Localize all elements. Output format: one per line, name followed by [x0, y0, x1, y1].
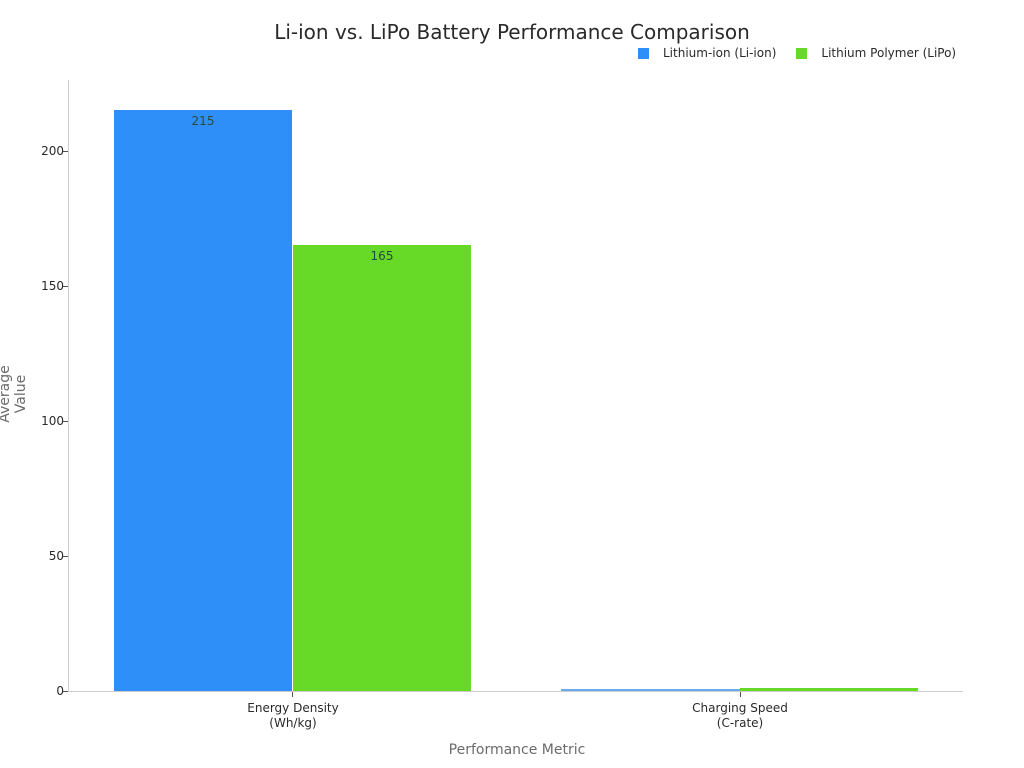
bar-lipo-energy-density[interactable] — [293, 245, 471, 691]
x-tick-label-line1: Charging Speed — [692, 701, 788, 715]
y-tick-mark — [63, 151, 68, 152]
y-tick-mark — [63, 421, 68, 422]
y-tick-mark — [63, 691, 68, 692]
legend: Lithium-ion (Li-ion) Lithium Polymer (Li… — [638, 46, 976, 60]
bar-value-label: 215 — [191, 114, 215, 128]
x-tick-label-line2: (C-rate) — [716, 716, 764, 730]
x-axis-line — [68, 691, 963, 692]
y-tick-mark — [63, 556, 68, 557]
legend-swatch-lipo — [796, 47, 808, 59]
chart-title: Li-ion vs. LiPo Battery Performance Comp… — [274, 20, 750, 44]
y-tick-150: 150 — [41, 279, 64, 293]
y-tick-100: 100 — [41, 414, 64, 428]
x-tick-charging-speed: Charging Speed (C-rate) — [640, 701, 840, 731]
bar-liion-energy-density[interactable] — [114, 110, 292, 691]
bar-value-label: 165 — [370, 249, 394, 263]
x-tick-label-line2: (Wh/kg) — [269, 716, 317, 730]
legend-swatch-liion — [638, 47, 649, 59]
x-axis-label: Performance Metric — [448, 742, 586, 758]
legend-item-liion[interactable]: Lithium-ion (Li-ion) — [638, 46, 776, 60]
bar-liion-charging-speed[interactable] — [561, 689, 740, 691]
x-tick-label-line1: Energy Density — [247, 701, 339, 715]
y-axis-line — [68, 80, 69, 692]
x-tick-mark — [740, 692, 741, 697]
legend-item-lipo[interactable]: Lithium Polymer (LiPo) — [796, 46, 956, 60]
y-tick-0: 0 — [56, 684, 64, 698]
y-tick-50: 50 — [48, 549, 64, 563]
y-tick-200: 200 — [41, 144, 64, 158]
x-tick-mark — [292, 692, 293, 697]
y-tick-mark — [63, 286, 68, 287]
legend-label-liion: Lithium-ion (Li-ion) — [663, 46, 777, 60]
x-tick-energy-density: Energy Density (Wh/kg) — [193, 701, 393, 731]
bar-lipo-charging-speed[interactable] — [740, 688, 918, 691]
legend-label-lipo: Lithium Polymer (LiPo) — [821, 46, 957, 60]
